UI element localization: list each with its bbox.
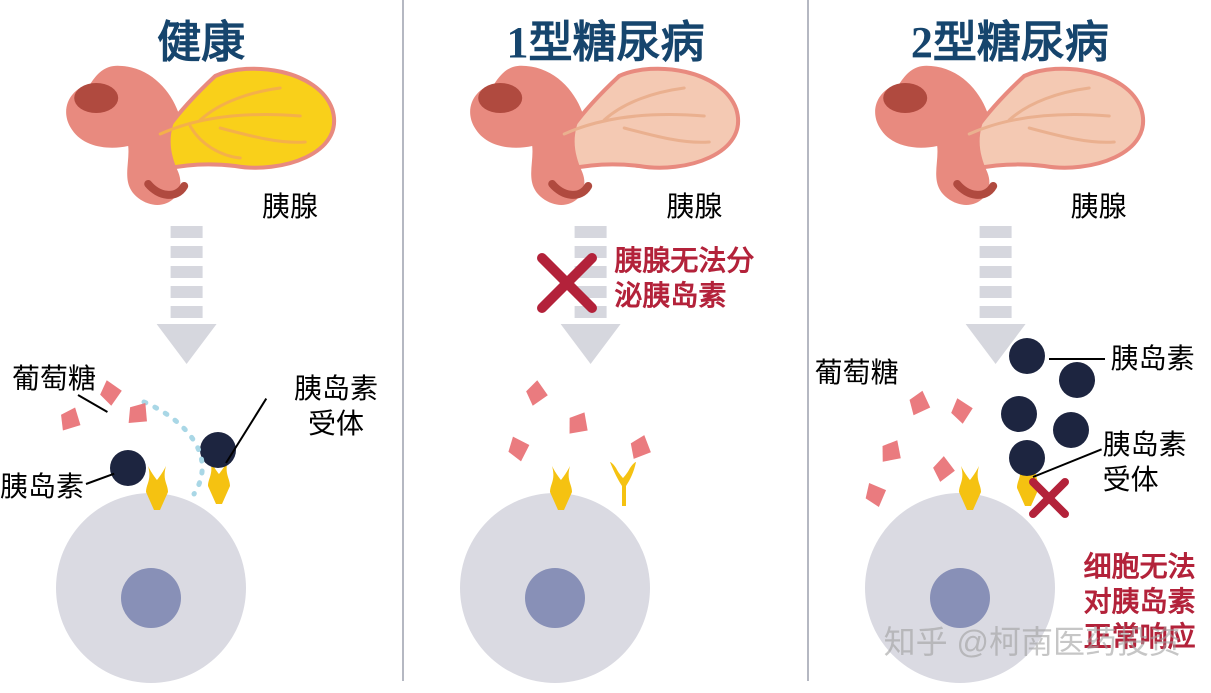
glucose-1a [49,399,90,440]
glucose-3c [869,430,911,472]
label-receptor-1: 胰岛素受体 [294,372,378,442]
watermark: 知乎 @柯南医药投资 [884,617,1181,663]
insulin-3a [1009,338,1045,374]
glucose-3b [942,393,978,429]
label-insulin-3: 胰岛素 [1111,342,1195,377]
glucose-2d [620,427,660,467]
diagram-container: 健康 胰腺 [0,0,1211,681]
panel-type1: 1型糖尿病 胰腺 [404,0,808,681]
xmark-type2 [1029,478,1069,518]
label-pancreas-1: 胰腺 [262,190,318,225]
insulin-3c [1001,396,1037,432]
xmark-type1 [536,252,598,314]
label-glucose-3: 葡萄糖 [815,356,899,391]
glucose-2b [556,402,598,444]
insulin-3d [1053,412,1089,448]
receptor-text-1: 胰岛素受体 [294,374,378,440]
label-insulin-1: 胰岛素 [0,470,84,505]
label-receptor-3: 胰岛素受体 [1103,428,1211,498]
label-pancreas-3: 胰腺 [1071,190,1127,225]
leader-insulin-1 [86,473,115,485]
receptor-3a [957,466,983,510]
receptor-2a [548,466,574,510]
glucose-3a [898,384,936,422]
insulin-3e [1009,440,1045,476]
glucose-3d [925,452,959,486]
cell-type1 [455,488,655,678]
warning-type1: 胰腺无法分泌胰岛素 [614,244,784,314]
panel-healthy: 健康 胰腺 [0,0,404,681]
leader-insulin-3 [1049,358,1105,360]
arrow-healthy [157,226,217,371]
label-pancreas-2: 胰腺 [666,190,722,225]
receptor-2b [610,462,636,506]
glucose-2c [498,430,536,468]
insulin-3b [1059,362,1095,398]
panel-type2: 2型糖尿病 胰腺 [809,0,1211,681]
glucose-2a [518,376,553,411]
cell-healthy [51,488,251,678]
label-glucose-1: 葡萄糖 [12,362,96,397]
